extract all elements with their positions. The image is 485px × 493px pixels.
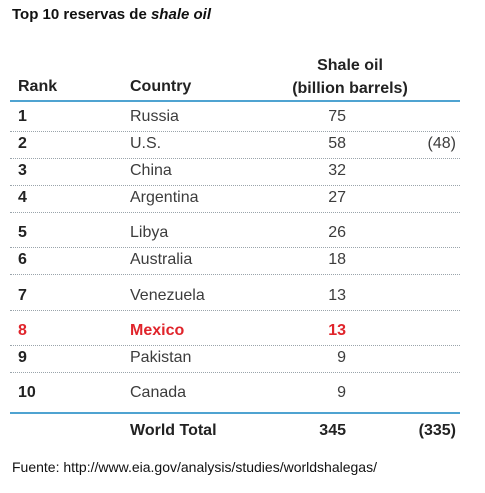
rank-cell: 10	[18, 384, 36, 401]
table-row: 5 Libya 26	[10, 219, 460, 248]
table-row: 10 Canada 9	[10, 379, 460, 407]
country-cell: Australia	[130, 251, 193, 268]
country-cell: Mexico	[130, 322, 185, 339]
value-cell: 13	[328, 322, 346, 339]
table-row: 7 Venezuela 13	[10, 282, 460, 311]
value-cell: 9	[337, 349, 346, 366]
header-divider	[10, 100, 460, 102]
table-row-highlighted: 8 Mexico 13	[10, 317, 460, 346]
value-cell: 18	[328, 251, 346, 268]
rank-cell: 2	[18, 135, 27, 152]
value-cell: 26	[328, 224, 346, 241]
header-rank: Rank	[18, 78, 58, 95]
country-cell: U.S.	[130, 135, 162, 152]
source-note: Fuente: http://www.eia.gov/analysis/stud…	[12, 459, 377, 475]
title-emphasis: shale oil	[150, 6, 211, 23]
country-cell: China	[130, 162, 172, 179]
table-row: 1 Russia 75	[10, 103, 460, 132]
rank-cell: 7	[18, 287, 27, 304]
value-cell: 75	[328, 108, 346, 125]
rank-cell: 4	[18, 189, 27, 206]
value-cell: 58	[328, 135, 346, 152]
page-title: Top 10 reservas de shale oil	[12, 6, 211, 23]
country-cell: Pakistan	[130, 349, 192, 366]
country-cell: Argentina	[130, 189, 199, 206]
rank-cell: 3	[18, 162, 27, 179]
value-cell: 32	[328, 162, 346, 179]
rank-cell: 5	[18, 224, 27, 241]
header-shale-line2: (billion barrels)	[292, 80, 408, 97]
rank-cell: 8	[18, 322, 27, 339]
value-cell: 13	[328, 287, 346, 304]
rank-cell: 9	[18, 349, 27, 366]
table-row: 9 Pakistan 9	[10, 344, 460, 373]
country-cell: Libya	[130, 224, 169, 241]
value-cell: 27	[328, 189, 346, 206]
rank-cell: 6	[18, 251, 27, 268]
table-row: 4 Argentina 27	[10, 184, 460, 213]
value-cell: 9	[337, 384, 346, 401]
country-cell: Russia	[130, 108, 179, 125]
total-alt-value: (335)	[418, 422, 456, 439]
total-value: 345	[319, 422, 346, 439]
table-row: 6 Australia 18	[10, 246, 460, 275]
country-cell: Venezuela	[130, 287, 205, 304]
header-shale-oil: Shale oil (billion barrels)	[288, 54, 412, 100]
table-row: 2 U.S. 58 (48)	[10, 130, 460, 159]
title-prefix: Top 10 reservas de	[12, 6, 151, 23]
total-divider	[10, 412, 460, 414]
header-shale-line1: Shale oil	[317, 57, 383, 74]
total-row: World Total 345 (335)	[10, 420, 460, 446]
alt-value-cell: (48)	[427, 135, 456, 152]
table-row: 3 China 32	[10, 157, 460, 186]
total-label: World Total	[130, 422, 217, 439]
rank-cell: 1	[18, 108, 27, 125]
header-country: Country	[130, 78, 192, 95]
country-cell: Canada	[130, 384, 187, 401]
